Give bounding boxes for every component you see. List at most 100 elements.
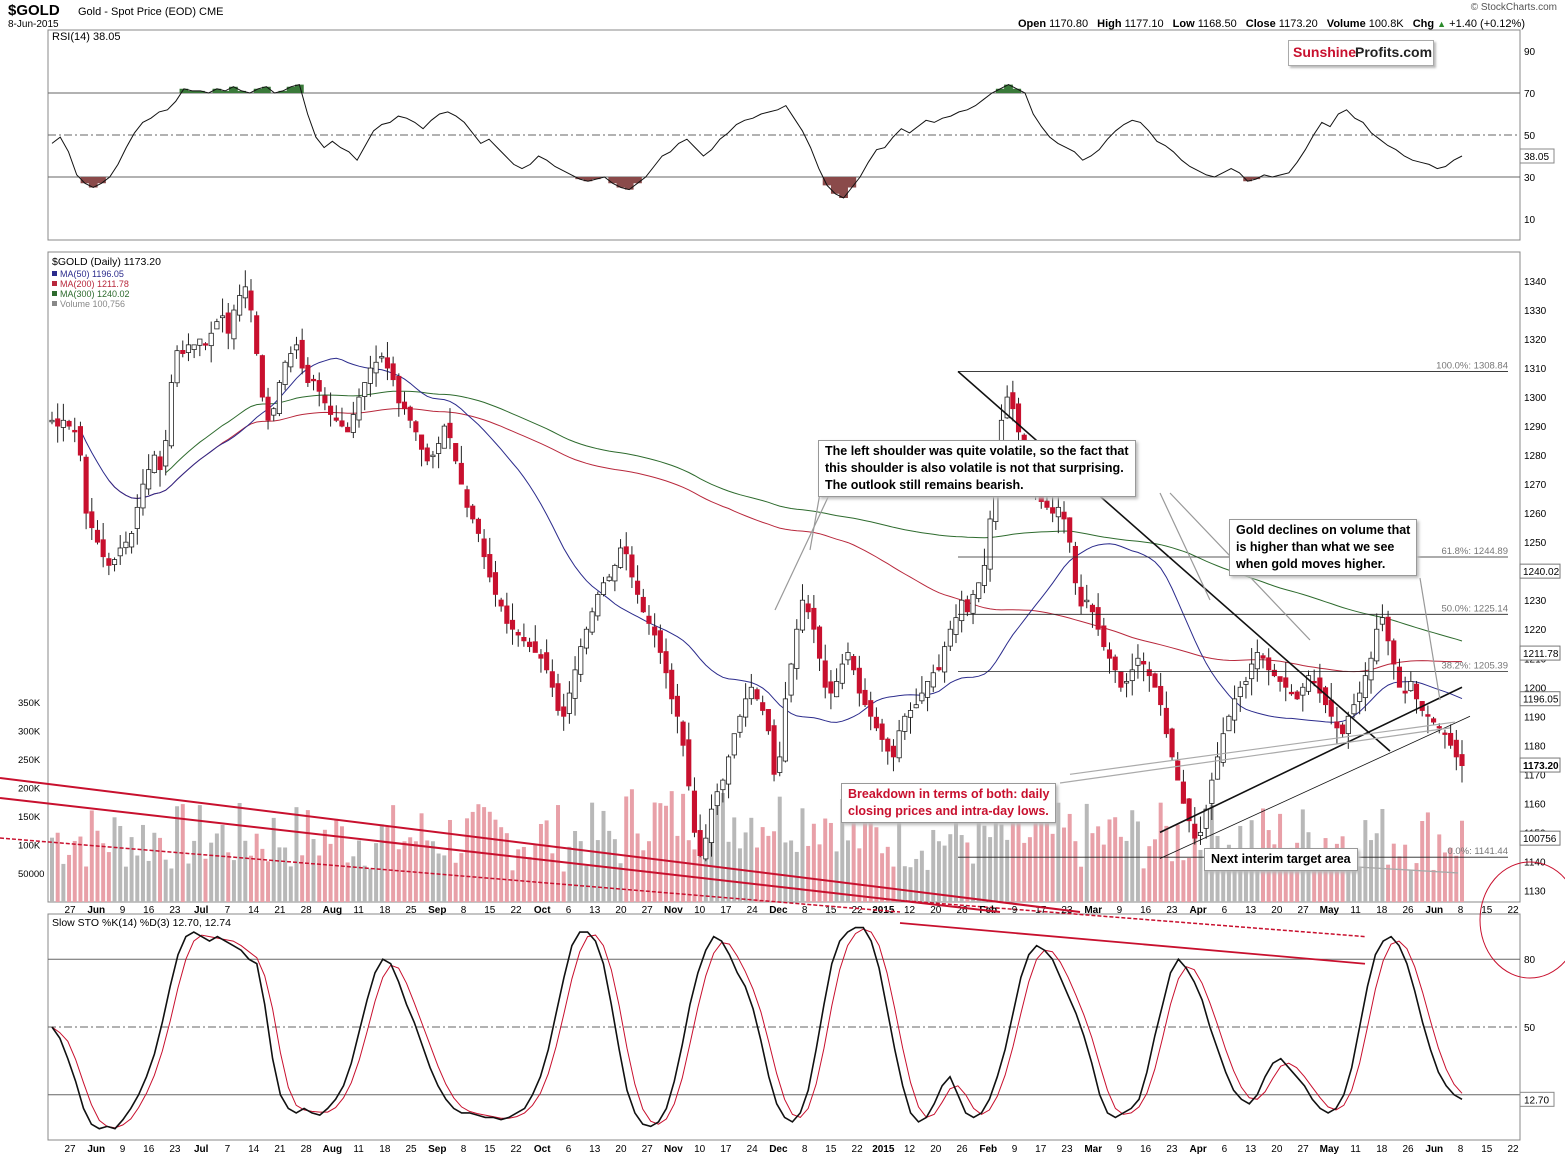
candle-body: [959, 599, 965, 622]
candle-body: [1197, 831, 1204, 836]
volume-bar: [1204, 870, 1209, 902]
volume-bar: [527, 856, 532, 902]
x-axis-label: 9: [120, 1144, 126, 1155]
volume-bar: [635, 833, 640, 902]
candle-body: [794, 628, 800, 669]
candle-body: [248, 290, 254, 311]
volume-bar: [220, 824, 225, 902]
x-axis-label: 22: [510, 1144, 522, 1155]
volume-bar: [669, 791, 674, 902]
volume-bar: [550, 853, 555, 902]
candle-body: [976, 582, 982, 599]
candle-body: [464, 489, 470, 508]
x-axis-label: 9: [1012, 1144, 1018, 1155]
x-axis-label: 2015: [872, 1144, 895, 1155]
candle-body: [191, 344, 197, 350]
candle-body: [987, 518, 993, 570]
volume-bar: [681, 793, 686, 902]
candle-body: [1232, 698, 1238, 721]
volume-bar: [391, 805, 396, 902]
ticker-symbol: $GOLD: [8, 2, 60, 19]
high-label: High: [1097, 18, 1122, 30]
x-axis-label: 21: [274, 1144, 286, 1155]
x-axis-label: 13: [1245, 1144, 1257, 1155]
candle-body: [418, 434, 425, 450]
x-axis-label: 24: [747, 905, 759, 916]
volume-bar: [737, 848, 742, 902]
candle-body: [475, 518, 481, 534]
volume-bar: [112, 817, 117, 902]
volume-bar: [595, 840, 600, 902]
volume-bar: [123, 866, 128, 902]
candle-body: [1004, 396, 1010, 419]
candle-body: [828, 681, 834, 694]
candle-body: [163, 440, 169, 467]
volume-tick-label: 300K: [18, 727, 41, 738]
candle-body: [407, 406, 413, 421]
candle-body: [1237, 686, 1243, 697]
candle-body: [714, 791, 720, 807]
volume-bar: [954, 808, 958, 902]
rsi-label: RSI(14) 38.05: [52, 31, 120, 43]
x-axis-label: 27: [1298, 905, 1310, 916]
volume-label: Volume: [1326, 18, 1366, 30]
low-label: Low: [1172, 18, 1195, 30]
volume-bar: [823, 818, 828, 902]
volume-bar: [453, 862, 458, 902]
volume-bar: [578, 841, 583, 902]
volume-bar: [783, 842, 788, 902]
candle-body: [509, 619, 516, 630]
volume-bar: [135, 855, 140, 902]
candle-body: [310, 378, 317, 382]
volume-bar: [1221, 869, 1226, 902]
candle-body: [1123, 681, 1130, 684]
volume-bar: [487, 811, 492, 902]
x-axis-label: 9: [1117, 1144, 1123, 1155]
candle-body: [561, 706, 567, 717]
candle-body: [214, 321, 220, 330]
x-axis-label: 27: [642, 1144, 654, 1155]
candle-body: [1169, 728, 1175, 758]
candle-body: [532, 641, 538, 653]
sto-trend-line-dashed: [899, 899, 1366, 938]
candle-body: [498, 599, 504, 607]
candle-body: [1368, 657, 1374, 681]
candle-body: [1288, 691, 1294, 695]
credit-text: © StockCharts.com: [1470, 2, 1557, 13]
candle-body: [1152, 673, 1158, 688]
volume-bar: [959, 835, 964, 902]
x-axis-label: Jun: [1425, 905, 1443, 916]
volume-bar: [976, 809, 981, 902]
x-axis-label: 26: [956, 905, 968, 916]
volume-bar: [334, 818, 339, 902]
volume-bar: [1073, 841, 1078, 902]
sto-tick-label: 80: [1524, 955, 1536, 966]
candle-body: [1175, 760, 1181, 781]
volume-bar: [288, 866, 293, 902]
volume-bar: [1198, 849, 1203, 902]
annotation-volume: Gold declines on volume that is higher t…: [1229, 519, 1418, 576]
x-axis-label: Mar: [1084, 1144, 1102, 1155]
candle-body: [1459, 754, 1465, 767]
volume-bar: [283, 847, 288, 902]
candle-body: [1186, 798, 1192, 822]
x-axis-label: 28: [301, 1144, 313, 1155]
volume-bar: [362, 865, 367, 902]
x-axis-label: 14: [248, 1144, 260, 1155]
volume-bar: [357, 840, 362, 902]
fib-label: 0.0%: 1141.44: [1447, 846, 1508, 857]
candle-body: [1089, 604, 1096, 613]
volume-bar: [504, 833, 509, 902]
volume-bar: [692, 849, 697, 902]
candle-body: [777, 756, 783, 773]
price-tick-label: 1300: [1524, 393, 1547, 404]
x-axis-label: 16: [1140, 1144, 1152, 1155]
candle-body: [390, 363, 396, 381]
x-axis-label: 2015: [872, 905, 895, 916]
candle-body: [1334, 721, 1340, 729]
legend-swatch-icon: [52, 301, 57, 306]
annotation-target: Next interim target area: [1204, 848, 1358, 871]
volume-bar: [175, 806, 180, 902]
candle-body: [197, 338, 203, 346]
candle-body: [55, 418, 61, 427]
